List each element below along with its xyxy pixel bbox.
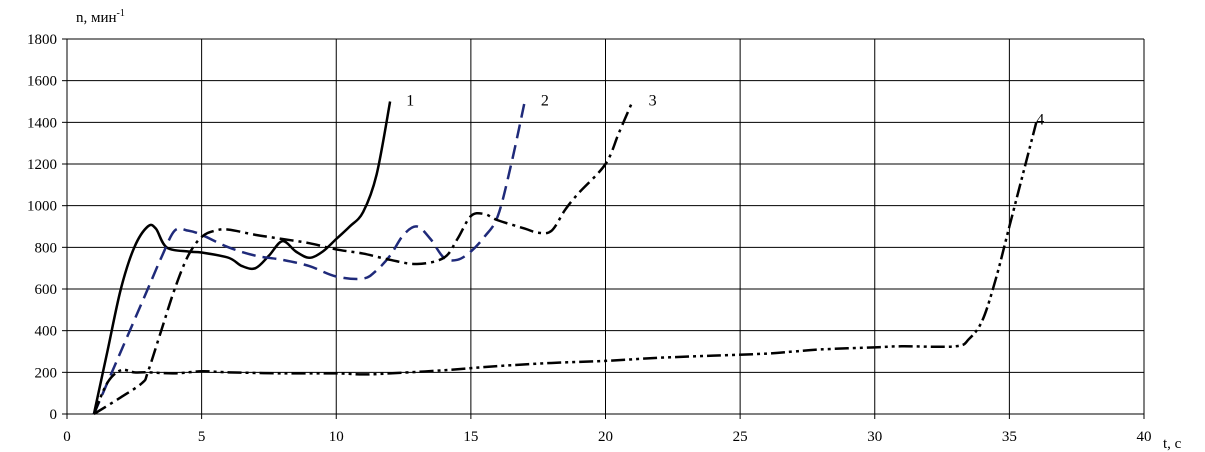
series-line-2 <box>92 101 526 415</box>
x-tick-label: 15 <box>463 429 478 445</box>
x-tick-label: 40 <box>1137 429 1152 445</box>
x-tick-label: 0 <box>63 429 71 445</box>
series-line-1 <box>92 101 392 415</box>
series-label-1: 1 <box>406 93 414 110</box>
x-tick-label: 5 <box>198 429 206 445</box>
y-tick-label: 800 <box>35 240 58 256</box>
y-tick-label: 400 <box>35 324 58 340</box>
x-tick-label: 10 <box>329 429 344 445</box>
series-label-3: 3 <box>649 93 657 110</box>
series-line-4 <box>92 122 1038 415</box>
y-tick-label: 1200 <box>27 157 57 173</box>
series-labels: 1 2 3 4 <box>406 93 1044 129</box>
tick-labels: 0 200 400 600 800 1000 1200 1400 1600 1800 0 5 10 15 2… <box>27 32 1152 445</box>
y-tick-label: 1600 <box>27 74 57 90</box>
series-label-4: 4 <box>1036 111 1044 128</box>
y-tick-label: 1800 <box>27 32 57 48</box>
y-tick-label: 200 <box>35 365 58 381</box>
series-group <box>92 101 1038 416</box>
grid <box>67 38 1145 414</box>
x-tick-label: 30 <box>867 429 882 445</box>
y-tick-label: 1000 <box>27 199 57 215</box>
y-tick-label: 0 <box>50 407 58 423</box>
series-label-2: 2 <box>541 93 549 110</box>
y-tick-label: 600 <box>35 282 58 298</box>
x-tick-label: 25 <box>733 429 748 445</box>
series-line-3 <box>93 101 634 416</box>
y-tick-label: 1400 <box>27 115 57 131</box>
y-axis-title: n, мин-1 <box>76 8 125 26</box>
x-axis-title: t, с <box>1163 436 1182 452</box>
x-tick-label: 20 <box>598 429 613 445</box>
axes <box>62 38 1145 419</box>
x-tick-label: 35 <box>1002 429 1017 445</box>
